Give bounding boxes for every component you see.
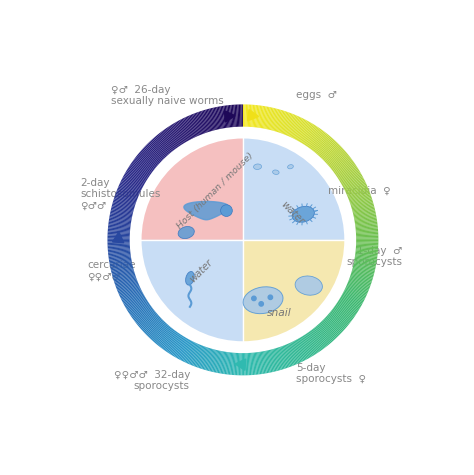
Ellipse shape xyxy=(292,206,314,222)
Text: 1-day  ♂
sporocysts: 1-day ♂ sporocysts xyxy=(346,246,402,267)
Text: Host (human / mouse): Host (human / mouse) xyxy=(175,151,255,230)
Ellipse shape xyxy=(273,170,279,174)
Polygon shape xyxy=(225,111,235,122)
Polygon shape xyxy=(112,232,124,243)
Ellipse shape xyxy=(288,165,293,169)
Ellipse shape xyxy=(186,272,194,285)
Circle shape xyxy=(220,205,232,217)
Text: ♀♀♂♂  32-day
sporocysts: ♀♀♂♂ 32-day sporocysts xyxy=(113,370,190,391)
Text: eggs  ♂: eggs ♂ xyxy=(296,90,337,100)
Wedge shape xyxy=(140,240,243,342)
Wedge shape xyxy=(243,240,346,342)
Text: ♀♂  26-day
sexually naive worms: ♀♂ 26-day sexually naive worms xyxy=(111,85,224,106)
Polygon shape xyxy=(247,110,258,121)
Text: water: water xyxy=(187,257,214,285)
Text: miracidia  ♀: miracidia ♀ xyxy=(328,186,391,196)
Ellipse shape xyxy=(254,164,262,170)
Ellipse shape xyxy=(178,227,194,238)
Wedge shape xyxy=(140,137,243,240)
Circle shape xyxy=(252,296,256,301)
Polygon shape xyxy=(184,201,229,220)
Polygon shape xyxy=(235,359,246,370)
Text: snail: snail xyxy=(267,308,292,318)
Text: water: water xyxy=(279,199,306,226)
Wedge shape xyxy=(243,137,346,240)
Circle shape xyxy=(259,302,264,306)
Text: 5-day
sporocysts  ♀: 5-day sporocysts ♀ xyxy=(296,362,366,384)
Ellipse shape xyxy=(243,287,283,314)
Text: 2-day
schistosomules
♀♂♂: 2-day schistosomules ♀♂♂ xyxy=(80,178,161,211)
Text: cercariae
♀♀♂♂: cercariae ♀♀♂♂ xyxy=(88,260,136,282)
Circle shape xyxy=(268,295,273,300)
Ellipse shape xyxy=(295,276,322,295)
